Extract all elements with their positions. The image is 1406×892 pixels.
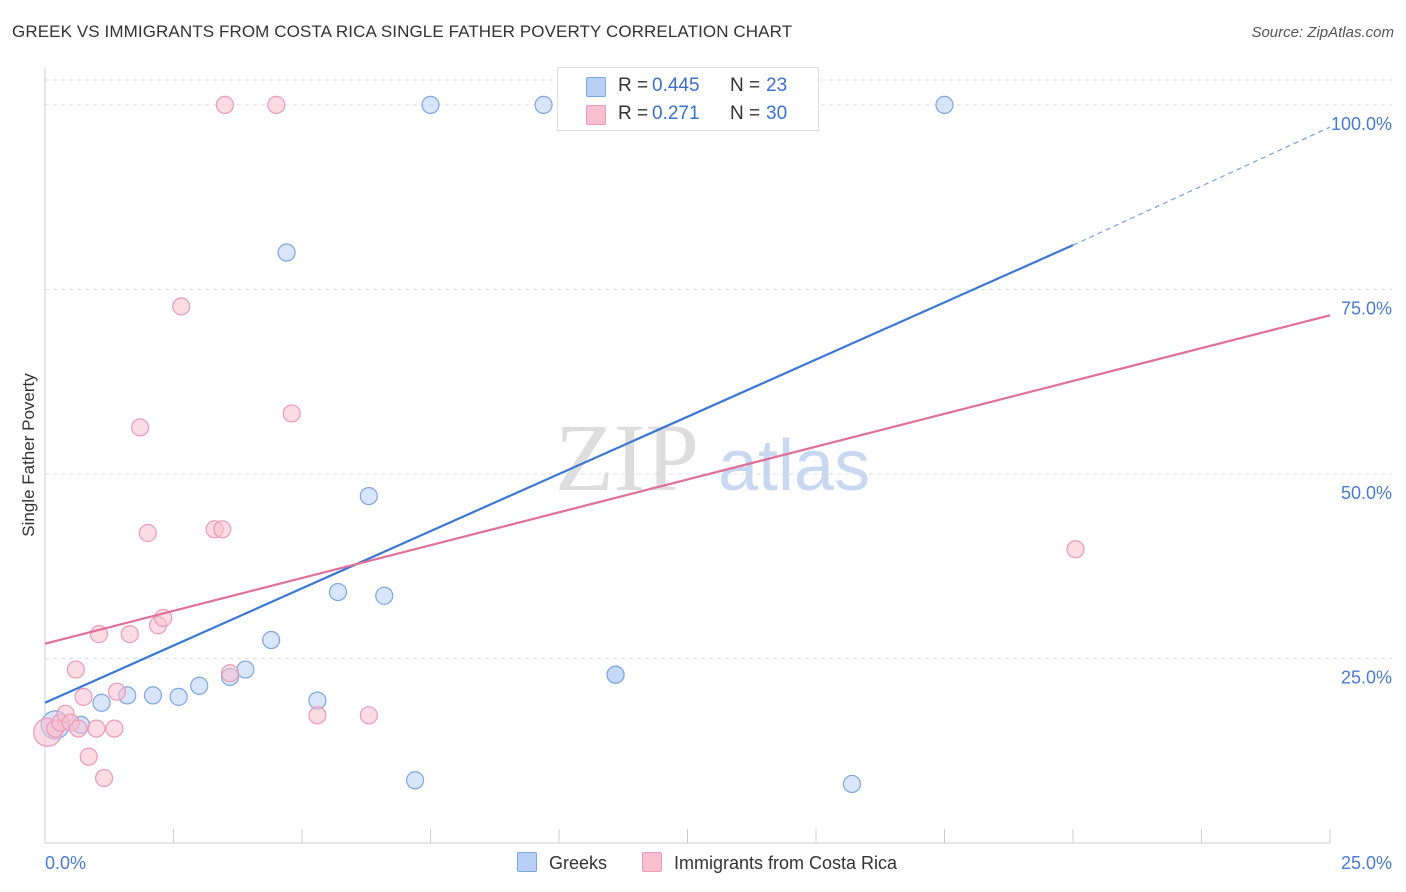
costa-rica-point	[66, 660, 85, 679]
costa-rica-point	[138, 523, 157, 543]
greeks-point	[534, 95, 553, 115]
costa-rica-point	[120, 625, 139, 644]
n-value: 30	[766, 103, 788, 124]
legend-label-greeks: Greeks	[549, 853, 608, 873]
n-label: N =	[730, 103, 761, 124]
costa-rica-trend-line	[44, 314, 1331, 645]
r-label: R =	[618, 75, 649, 96]
costa-rica-point	[87, 719, 106, 738]
greeks-point	[262, 630, 281, 650]
greeks-swatch	[517, 852, 537, 872]
r-value: 0.271	[652, 103, 700, 124]
greeks-point	[190, 676, 209, 695]
y-tick-label: 50.0%	[1341, 483, 1392, 503]
n-value: 23	[766, 75, 788, 96]
y-tick-labels: 25.0% 50.0% 75.0% 100.0%	[1331, 114, 1392, 688]
x-axis-ticks	[44, 829, 1331, 843]
greeks-swatch	[586, 77, 606, 97]
greeks-point	[359, 486, 378, 506]
costa-rica-point	[69, 719, 88, 738]
watermark: ZIP atlas	[555, 404, 870, 511]
greeks-point	[405, 771, 425, 790]
x-tick-label-max: 25.0%	[1341, 853, 1392, 873]
trend-lines	[44, 126, 1331, 704]
costa-rica-point	[95, 768, 114, 788]
greeks-trend-extension	[1072, 126, 1331, 246]
costa-rica-point	[172, 297, 191, 316]
costa-rica-point	[213, 520, 232, 539]
r-label: R =	[618, 103, 649, 124]
greeks-point	[842, 774, 862, 794]
costa-rica-point	[220, 664, 240, 683]
costa-rica-point	[359, 706, 378, 725]
costa-rica-point	[267, 95, 286, 115]
correlation-legend: R = 0.445 N = 23 R = 0.271 N = 30	[557, 67, 819, 131]
greeks-point	[421, 95, 440, 115]
legend-label-costa-rica: Immigrants from Costa Rica	[674, 853, 898, 873]
y-tick-label: 25.0%	[1341, 667, 1392, 687]
gridlines	[45, 79, 1392, 659]
costa-rica-point	[105, 719, 124, 738]
chart-title: GREEK VS IMMIGRANTS FROM COSTA RICA SING…	[12, 22, 793, 41]
legend-row-costa-rica: R = 0.271 N = 30	[558, 100, 818, 128]
costa-rica-swatch	[586, 105, 606, 125]
costa-rica-point	[79, 747, 98, 766]
y-tick-label: 100.0%	[1331, 114, 1392, 134]
costa-rica-point	[107, 682, 127, 701]
costa-rica-point	[215, 95, 234, 115]
costa-rica-point	[130, 418, 150, 437]
greeks-point	[143, 686, 163, 705]
costa-rica-point	[74, 687, 93, 706]
costa-rica-point	[1066, 540, 1085, 559]
greeks-point	[328, 582, 348, 602]
legend-item-costa-rica[interactable]: Immigrants from Costa Rica	[642, 852, 897, 874]
greeks-point	[236, 660, 255, 679]
y-axis-title: Single Father Poverty	[19, 373, 38, 537]
greeks-point	[92, 693, 111, 712]
greeks-trend-line	[44, 244, 1074, 704]
greeks-point	[606, 665, 625, 684]
greeks-point	[375, 586, 394, 605]
costa-rica-point	[282, 404, 301, 423]
costa-rica-point	[308, 706, 327, 725]
greeks-point	[935, 95, 954, 115]
n-label: N =	[730, 75, 761, 96]
costa-rica-swatch	[642, 852, 662, 872]
legend-item-greeks[interactable]: Greeks	[517, 852, 607, 874]
data-points	[32, 95, 1085, 794]
source-label: Source: ZipAtlas.com	[1251, 24, 1394, 41]
legend-row-greeks: R = 0.445 N = 23	[558, 72, 818, 100]
greeks-point	[169, 687, 188, 706]
y-tick-label: 75.0%	[1341, 298, 1392, 318]
r-value: 0.445	[652, 75, 700, 96]
x-tick-label-min: 0.0%	[45, 853, 86, 873]
greeks-point	[277, 243, 296, 262]
